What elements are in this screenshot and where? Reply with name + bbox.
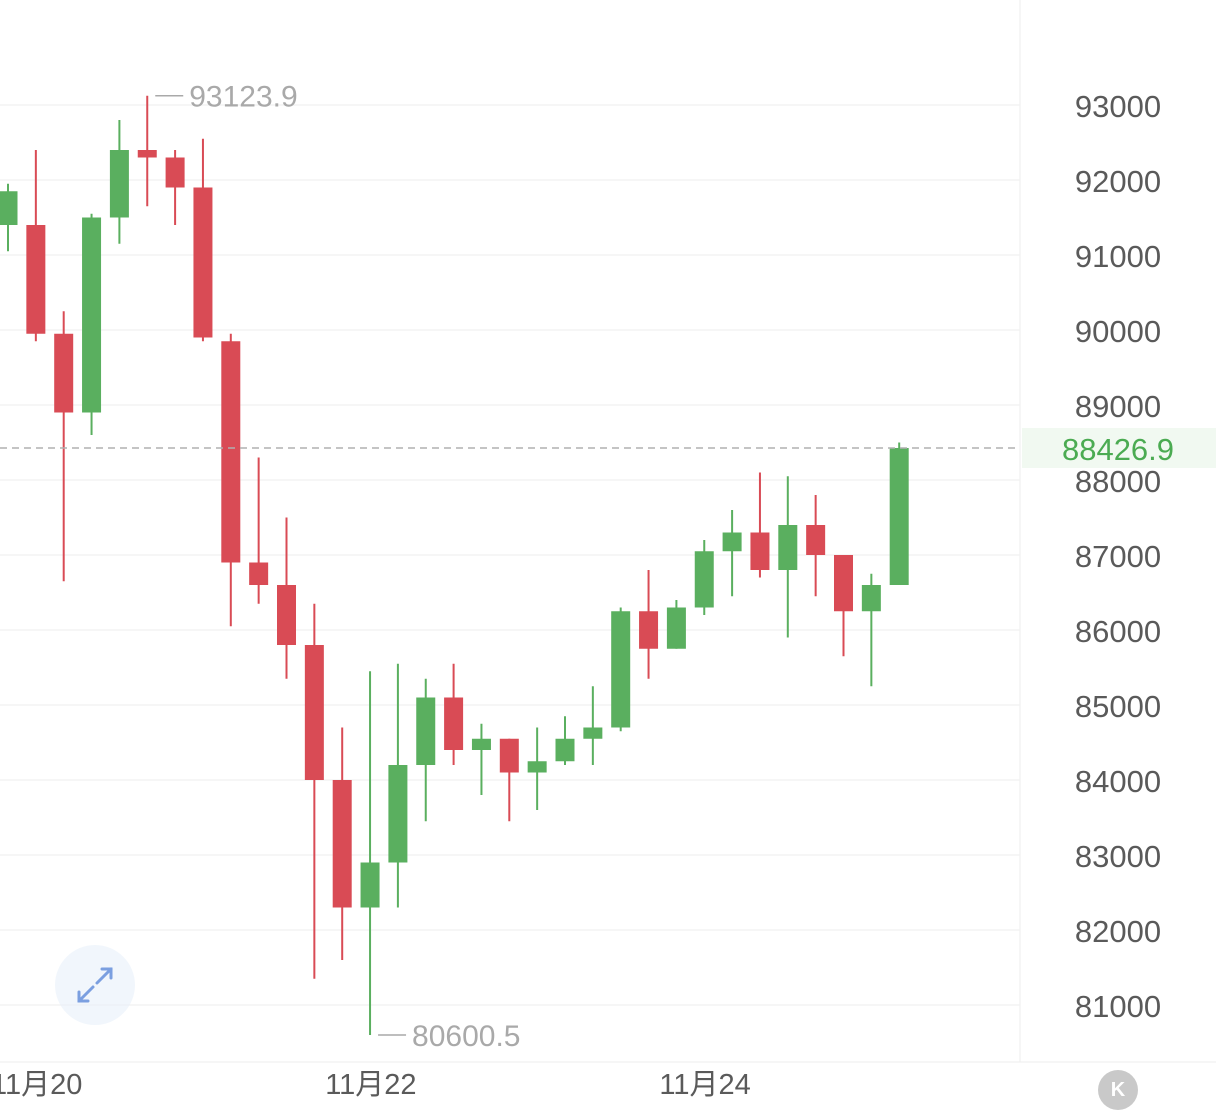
candle [722, 510, 742, 597]
candle [0, 183, 18, 252]
candle [694, 540, 714, 615]
candle-body [778, 525, 798, 570]
candle [666, 600, 686, 649]
y-tick-label: 82000 [1075, 914, 1161, 949]
logo-glyph: K [1110, 1078, 1126, 1101]
candle [778, 476, 798, 638]
candle-body [555, 738, 575, 762]
candle-body [444, 697, 464, 750]
candle [304, 603, 324, 979]
candle-body [834, 555, 853, 612]
candle [861, 573, 881, 687]
candle-body [611, 611, 631, 728]
candle [332, 727, 352, 960]
y-tick-label: 88000 [1075, 464, 1161, 499]
y-tick-label: 83000 [1075, 839, 1161, 874]
candle [834, 555, 853, 657]
y-tick-label: 84000 [1075, 764, 1161, 799]
candle-body [388, 765, 408, 863]
candle-body [806, 525, 826, 555]
candle [555, 716, 575, 765]
candle-body [82, 217, 102, 413]
candle [221, 333, 241, 627]
candle-body [527, 761, 547, 773]
expand-button[interactable] [55, 945, 135, 1025]
candle [499, 738, 519, 822]
y-tick-label: 87000 [1075, 539, 1161, 574]
y-tick-label: 91000 [1075, 239, 1161, 274]
y-tick-label: 92000 [1075, 164, 1161, 199]
high-label: 93123.9 [189, 81, 297, 114]
candles [0, 95, 909, 1035]
expand-arrows-icon [77, 967, 113, 1003]
candle-body [54, 333, 74, 413]
x-tick-label: 11月24 [659, 1069, 750, 1101]
candle [889, 442, 909, 585]
candle-body [861, 585, 881, 612]
x-tick-label: 11月20 [0, 1069, 82, 1101]
candle [54, 311, 74, 582]
candle [416, 678, 436, 822]
candle [277, 517, 296, 679]
candle [26, 150, 46, 342]
candle-body [750, 532, 770, 570]
current-price-badge [1022, 427, 1216, 468]
y-tick-label: 86000 [1075, 614, 1161, 649]
x-tick-label: 11月22 [325, 1069, 416, 1101]
candle [193, 138, 213, 342]
candle [249, 457, 269, 604]
candle [82, 213, 102, 435]
candle [109, 120, 129, 244]
candle-body [416, 697, 436, 765]
y-tick-label: 93000 [1075, 89, 1161, 124]
candle [806, 495, 826, 597]
candle [360, 671, 380, 1035]
candle-body [193, 187, 213, 338]
candle-body [499, 738, 519, 773]
candle-body [332, 780, 352, 908]
candle-body [249, 562, 269, 585]
y-tick-label: 89000 [1075, 389, 1161, 424]
candle [583, 686, 603, 765]
k-logo-icon: K [1098, 1070, 1138, 1110]
grid-lines [0, 0, 1216, 1063]
x-axis: 11月20 11月22 11月24 [0, 1069, 751, 1101]
candle [137, 95, 157, 207]
candle-body [221, 341, 241, 563]
y-axis: 93000 92000 91000 90000 89000 88000 87000 86000… [1075, 89, 1161, 1024]
candle [388, 663, 408, 908]
candle-body [471, 738, 491, 750]
candle [471, 723, 491, 795]
candle-body [889, 447, 909, 585]
candle-body [137, 150, 157, 158]
candle-body [165, 157, 185, 188]
candle-body [277, 585, 296, 645]
candle-body [666, 607, 686, 649]
current-price-label: 88426.9 [1062, 432, 1174, 467]
candle [611, 607, 631, 732]
candle-body [722, 532, 742, 552]
y-tick-label: 90000 [1075, 314, 1161, 349]
candle-body [0, 191, 18, 225]
candle [444, 663, 464, 765]
candle-body [304, 645, 324, 780]
low-label: 80600.5 [412, 1020, 520, 1053]
candle-body [583, 727, 603, 739]
candle-body [109, 150, 129, 218]
candle [165, 150, 185, 225]
y-tick-label: 81000 [1075, 989, 1161, 1024]
candle-body [694, 551, 714, 608]
candle [639, 570, 659, 679]
y-tick-label: 85000 [1075, 689, 1161, 724]
candle [527, 727, 547, 810]
candle-body [639, 611, 659, 649]
candle-body [26, 225, 46, 334]
price-markers: 88426.9 93123.9 80600.5 [0, 81, 1216, 1053]
candle [750, 472, 770, 578]
candle-body [360, 862, 380, 908]
